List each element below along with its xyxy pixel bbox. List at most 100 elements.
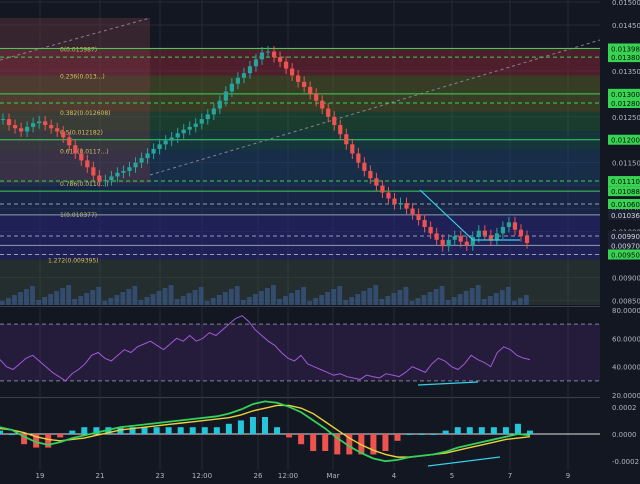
fib-level-label: 0.618(0.0117...) [60,149,109,156]
candle-body [314,93,319,101]
candle-body [452,236,457,240]
candle-body [428,226,433,234]
macd-histogram-bar [418,434,425,435]
candle-body [271,51,277,58]
volume-bar [78,296,84,305]
candle-body [302,81,307,87]
rsi-tick-label: 60.0000 [612,335,640,343]
candle-body [43,121,48,126]
volume-bar [391,293,397,305]
price-level-tag [608,176,640,187]
candle-body [289,68,295,76]
candle-body [386,192,391,199]
macd-histogram-bar [33,434,40,448]
candle-body [277,57,283,62]
candle-body [49,125,54,129]
macd-histogram-bar [0,430,3,434]
volume-bar [409,301,415,305]
volume-bar [198,287,204,305]
price-level-tag [608,98,640,108]
volume-bar [421,295,427,305]
fib-zone [0,48,600,76]
candle-body [482,230,487,236]
candle-body [163,140,168,145]
volume-bar [361,291,367,305]
macd-histogram-bar [502,427,509,434]
volume-bar [355,294,361,305]
candle-body [524,236,530,244]
price-level-label: 0.013988 [611,45,640,53]
macd-histogram-bar [129,427,136,434]
candle-body [73,145,78,154]
volume-bar [90,290,96,305]
volume-bar [84,293,90,305]
price-level-tag [608,240,640,251]
time-tick-label: 23 [156,472,165,480]
price-level-tag [608,199,640,209]
candle-body [109,176,114,181]
pattern-line [419,189,520,241]
volume-bar [234,286,240,305]
fib-zone [0,131,600,151]
candle-body [320,100,325,109]
candle-body [362,162,367,171]
macd-histogram-bar [262,417,268,434]
candle-body [205,114,210,120]
volume-bar [295,290,300,305]
candle-body [494,233,499,241]
volume-bar [277,299,282,305]
volume-bar [126,289,132,305]
fib-level-label: 0.5(0.012182) [60,129,103,136]
fib-level-label: 0(0.013987) [60,47,97,54]
candle-body [187,126,192,130]
candle-body [470,237,475,246]
panel-divider-2 [0,397,600,398]
candle-body [332,116,337,126]
price-level-tag [608,134,640,145]
volume-bar [523,295,529,305]
fib-zone [0,111,600,132]
candle-body [133,162,138,168]
time-tick-label: 12:00 [192,472,212,480]
macd-histogram-bar [141,427,148,434]
macd-divergence-line [427,456,501,467]
candle-body [24,126,30,132]
volume-bar [102,301,108,305]
candle-body [259,52,265,60]
candle-body [67,137,72,146]
time-tick-label: 19 [36,472,45,480]
macd-histogram-bar [237,420,244,434]
volume-bar [168,285,174,305]
time-tick-label: 21 [96,472,105,480]
candle-body [12,125,18,129]
price-level-tag [608,230,640,241]
volume-bar [96,287,102,305]
volume-bar [138,300,144,305]
volume-bar [499,290,505,305]
price-level-tag [608,43,640,54]
macd-histogram-bar [454,427,461,434]
fib-zone [0,185,600,215]
time-tick-label: 12:00 [278,472,298,480]
macd-histogram-bar [57,434,64,438]
macd-histogram-bar [310,434,317,451]
volume-bar [72,299,78,305]
candle-body [235,77,241,84]
macd-tick-label: 0.0000 [612,431,637,439]
rsi-tick-label: 40.0000 [612,364,640,372]
fib-zone [0,214,600,260]
macd-histogram-bar [370,434,377,455]
volume-bar [325,292,331,305]
candle-body [211,108,216,115]
candle-body [181,129,186,134]
volume-bar [42,297,47,305]
volume-bar [132,286,138,305]
candle-body [18,128,24,132]
fib-level-label: 1.272(0.009395) [48,257,99,264]
volume-bar [439,286,445,305]
macd-histogram-bar [201,427,208,434]
